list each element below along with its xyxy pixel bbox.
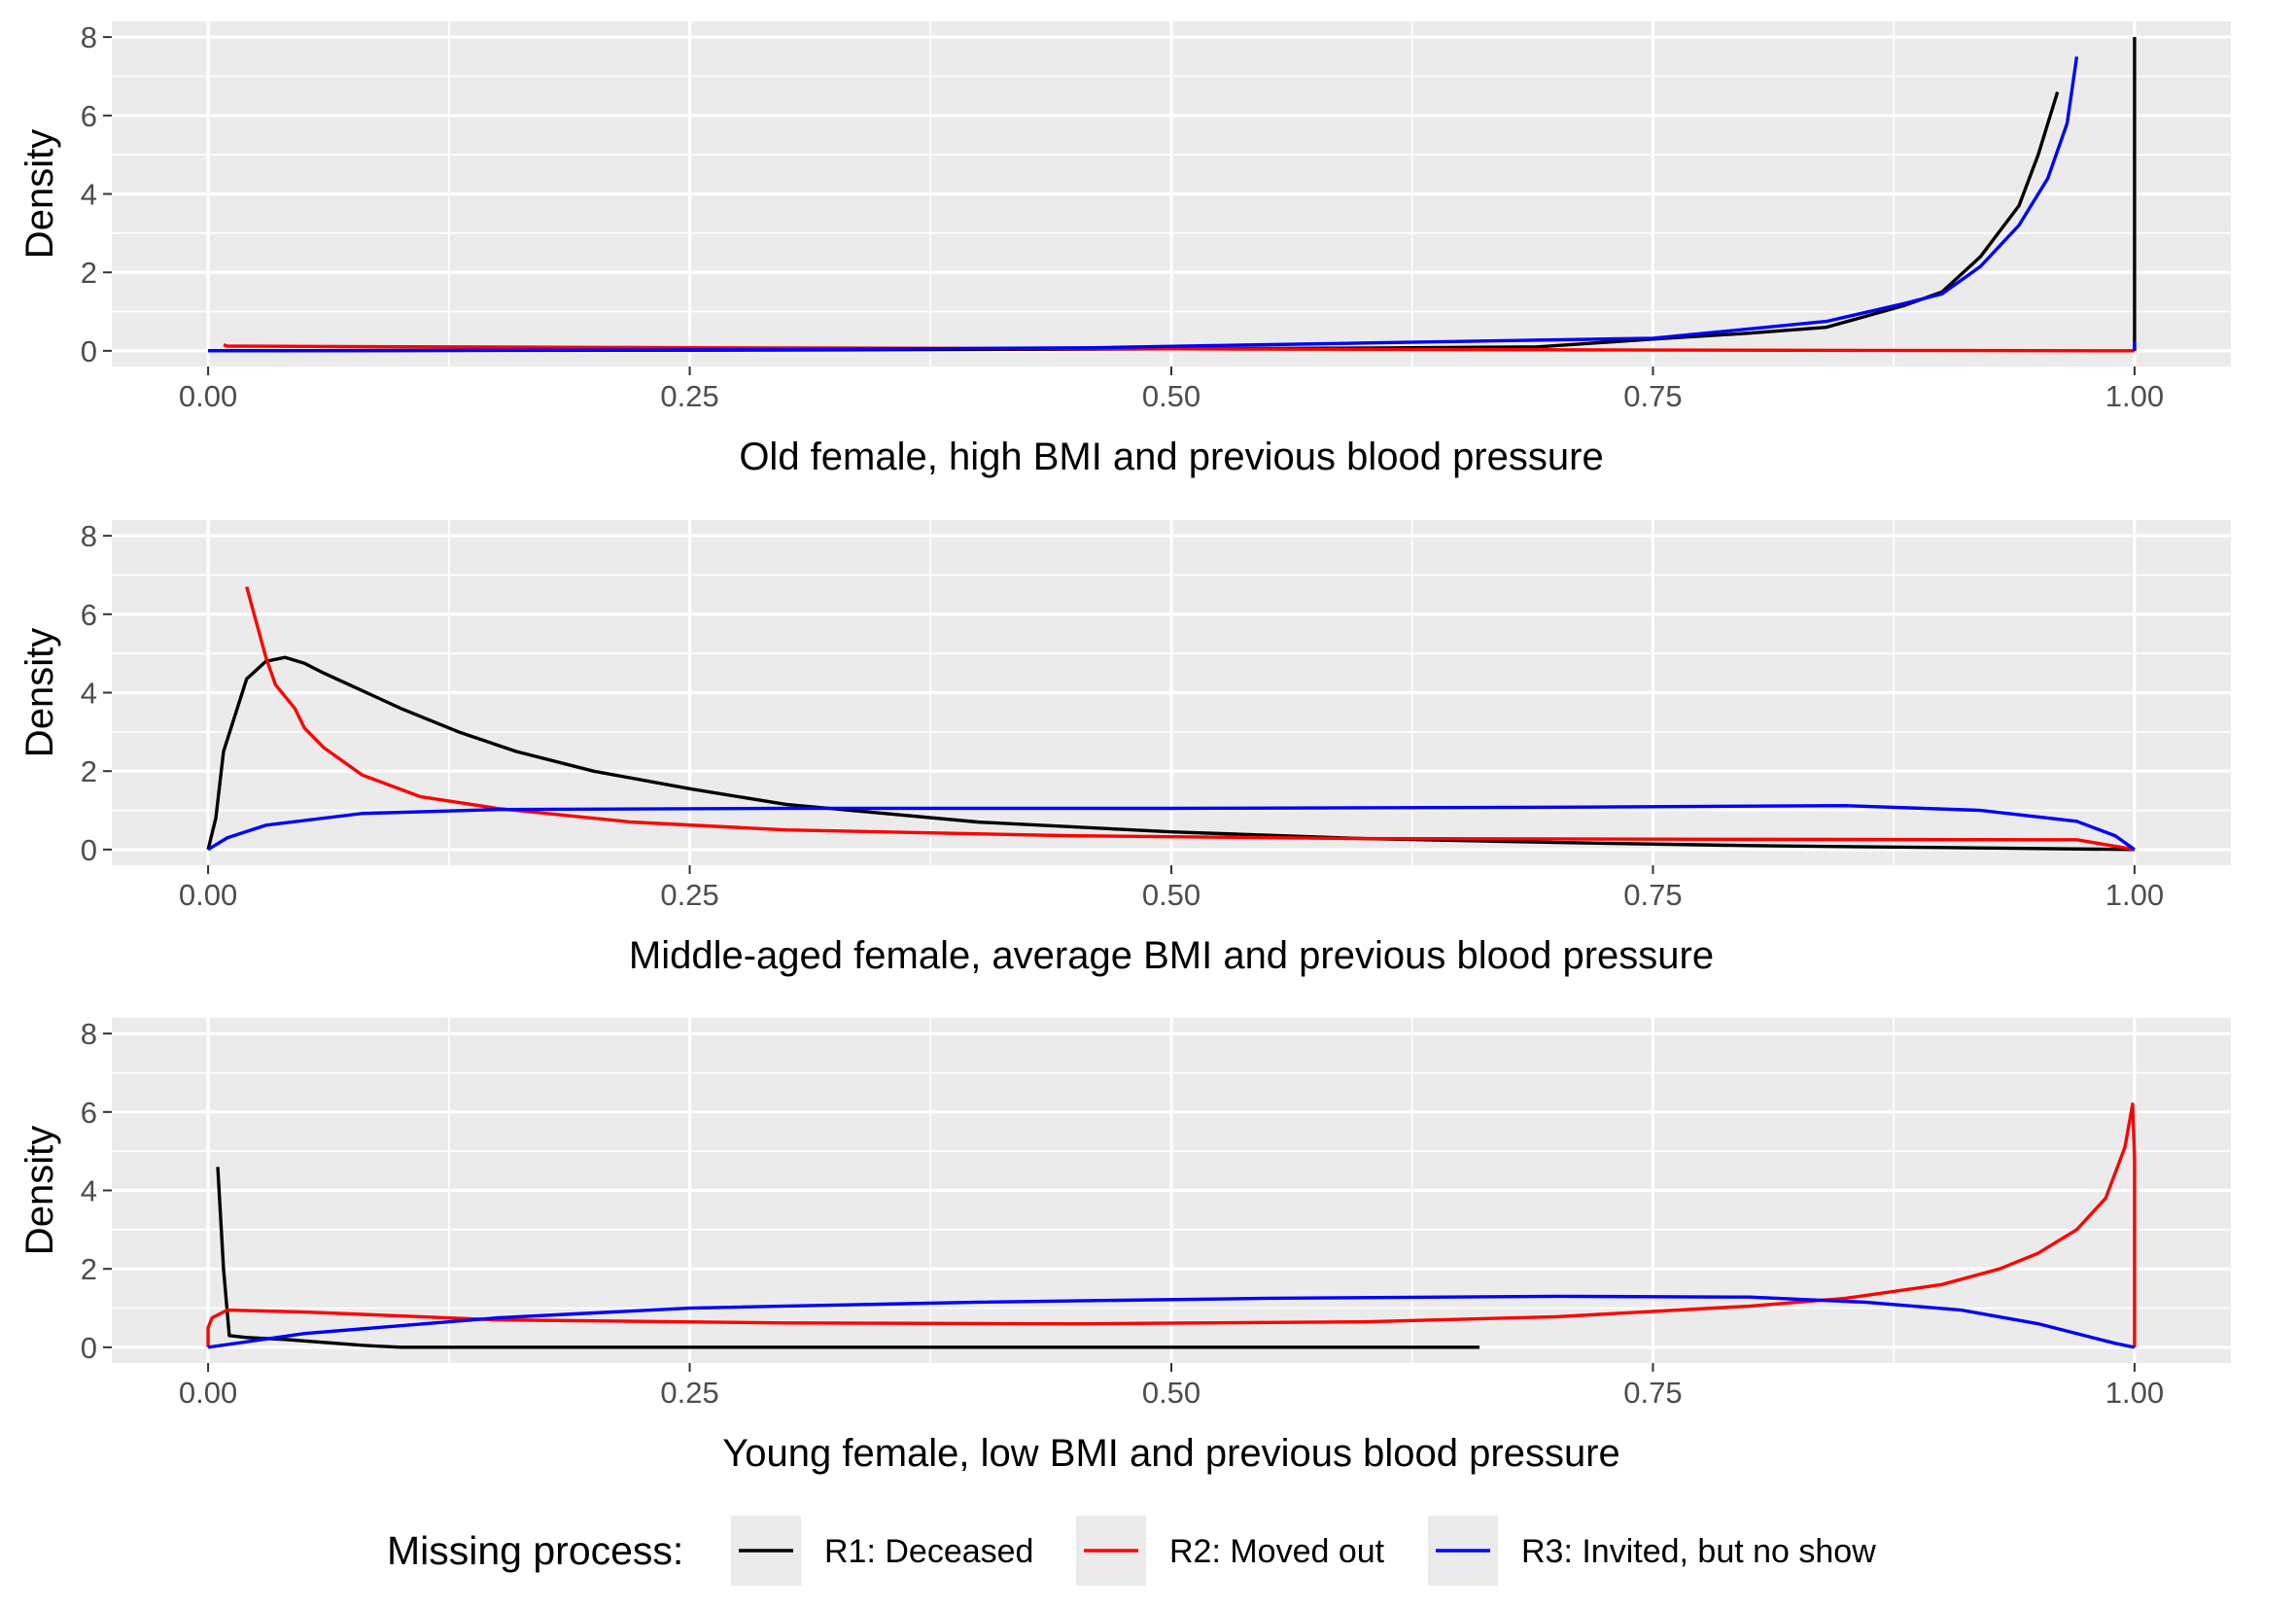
y-axis-title: Density bbox=[18, 628, 61, 757]
x-tick-label: 1.00 bbox=[2105, 379, 2164, 413]
x-tick-label: 0.50 bbox=[1142, 878, 1200, 912]
x-axis-title: Young female, low BMI and previous blood… bbox=[722, 1432, 1620, 1475]
series-line-r3 bbox=[207, 803, 2136, 852]
x-tick-label: 1.00 bbox=[2105, 1376, 2164, 1410]
legend-entry-r2: R2: Moved out bbox=[1076, 1516, 1385, 1586]
y-tick-label: 4 bbox=[81, 1174, 97, 1208]
legend-title: Missing process: bbox=[387, 1528, 683, 1573]
series-line-r2 bbox=[206, 1102, 2137, 1347]
x-tick-label: 0.75 bbox=[1623, 878, 1682, 912]
y-tick-label: 2 bbox=[81, 256, 97, 290]
x-axis-title: Old female, high BMI and previous blood … bbox=[739, 436, 1603, 478]
y-tick-label: 4 bbox=[81, 178, 97, 212]
series-line-r3 bbox=[207, 1294, 2136, 1349]
x-tick-label: 0.50 bbox=[1142, 379, 1200, 413]
x-tick-label: 0.25 bbox=[660, 379, 718, 413]
y-tick-label: 6 bbox=[81, 1096, 97, 1130]
y-tick-label: 8 bbox=[81, 20, 97, 54]
y-tick-label: 2 bbox=[81, 1252, 97, 1286]
x-tick-label: 1.00 bbox=[2105, 878, 2164, 912]
y-tick-label: 0 bbox=[81, 833, 97, 867]
series-line-r1 bbox=[206, 655, 2135, 852]
x-axis-title: Middle-aged female, average BMI and prev… bbox=[629, 934, 1714, 977]
x-tick-label: 0.00 bbox=[179, 878, 237, 912]
y-tick-label: 8 bbox=[81, 1017, 97, 1051]
y-tick-label: 4 bbox=[81, 677, 97, 711]
x-tick-label: 0.25 bbox=[660, 878, 718, 912]
x-tick-label: 0.00 bbox=[179, 379, 237, 413]
panel-3: 0.00 0.25 0.50 0.75 1.00 0 2 4 6 8 Young female, l… bbox=[18, 1017, 2231, 1475]
y-tick-label: 0 bbox=[81, 1331, 97, 1365]
y-axis-title: Density bbox=[18, 129, 61, 259]
panel-1: 0.00 0.25 0.50 0.75 1.00 0 2 4 6 8 Old female, hig… bbox=[18, 20, 2231, 478]
y-tick-label: 0 bbox=[81, 334, 97, 368]
series-line-r3 bbox=[208, 56, 2079, 353]
legend-label: R2: Moved out bbox=[1169, 1533, 1385, 1570]
y-axis-title: Density bbox=[18, 1126, 61, 1255]
y-tick-label: 6 bbox=[81, 99, 97, 133]
legend-entry-r3: R3: Invited, but no show bbox=[1428, 1516, 1876, 1586]
legend-label: R3: Invited, but no show bbox=[1521, 1533, 1876, 1570]
y-tick-label: 8 bbox=[81, 519, 97, 553]
x-tick-label: 0.75 bbox=[1623, 379, 1682, 413]
x-tick-label: 0.50 bbox=[1142, 1376, 1200, 1410]
legend-entry-r1: R1: Deceased bbox=[731, 1516, 1033, 1586]
x-tick-label: 0.25 bbox=[660, 1376, 718, 1410]
legend-label: R1: Deceased bbox=[824, 1533, 1033, 1570]
series-line-r2 bbox=[245, 586, 2136, 852]
panel-2: 0.00 0.25 0.50 0.75 1.00 0 2 4 6 8 Middle-aged fem… bbox=[18, 519, 2231, 977]
y-tick-label: 6 bbox=[81, 598, 97, 632]
panels: 0.00 0.25 0.50 0.75 1.00 0 2 4 6 8 Old female, hig… bbox=[18, 20, 2231, 1475]
legend: Missing process: R1: Deceased R2: Moved ou… bbox=[387, 1516, 1876, 1586]
y-tick-label: 2 bbox=[81, 754, 97, 788]
x-tick-label: 0.75 bbox=[1623, 1376, 1682, 1410]
x-tick-label: 0.00 bbox=[179, 1376, 237, 1410]
